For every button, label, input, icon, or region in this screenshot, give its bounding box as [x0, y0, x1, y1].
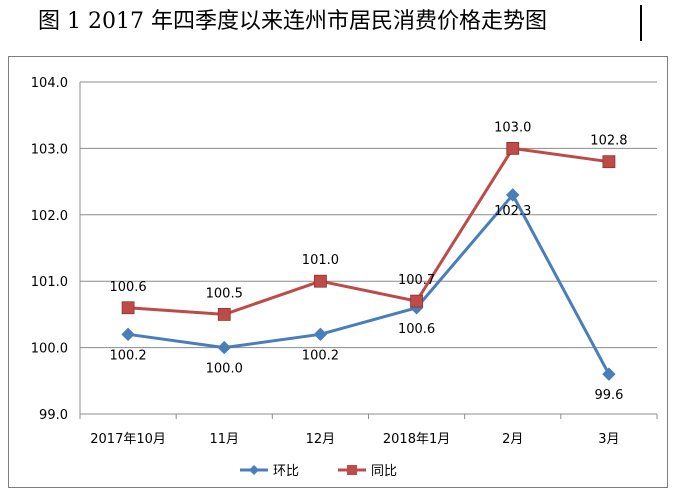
data-label: 102.8 [590, 134, 627, 149]
x-tick-label: 2018年1月 [383, 432, 450, 447]
data-label: 100.2 [109, 348, 146, 363]
data-point-square [410, 294, 423, 308]
y-tick-label: 102.0 [31, 209, 68, 224]
x-tick-label: 2017年10月 [90, 432, 166, 447]
data-label: 100.6 [398, 322, 435, 337]
data-point-square [506, 141, 520, 155]
series-line-1 [127, 193, 611, 375]
data-point-square [121, 301, 135, 315]
data-point-diamond [602, 367, 616, 381]
y-tick-label: 100.0 [31, 342, 68, 357]
data-label: 100.7 [398, 273, 435, 288]
data-label: 100.6 [109, 280, 146, 295]
data-point-diamond [313, 327, 328, 342]
chart-frame [8, 56, 668, 488]
data-label: 100.0 [206, 362, 243, 377]
data-point-square [314, 274, 327, 288]
data-label: 100.2 [302, 348, 339, 363]
x-tick-label: 12月 [306, 432, 336, 447]
legend-label-2: 同比 [371, 464, 397, 479]
data-label: 102.3 [494, 204, 531, 219]
data-point-diamond [506, 188, 520, 202]
data-point-square [602, 155, 616, 169]
legend-label-1: 环比 [273, 464, 299, 479]
data-label: 103.0 [494, 120, 531, 135]
x-tick-label: 3月 [598, 432, 619, 447]
y-tick-label: 103.0 [31, 142, 68, 157]
series-line-2 [127, 146, 610, 316]
y-tick-label: 99.0 [39, 408, 68, 423]
text-cursor [640, 5, 642, 41]
chart-title: 图 1 2017 年四季度以来连州市居民消费价格走势图 [38, 9, 547, 34]
x-tick-label: 2月 [502, 432, 523, 447]
legend-marker-diamond [249, 465, 259, 475]
data-point-square [217, 307, 231, 321]
data-label: 100.5 [206, 286, 243, 301]
data-label: 99.6 [594, 388, 623, 403]
legend-marker-square [347, 465, 357, 475]
data-point-diamond [121, 327, 135, 342]
x-tick-label: 11月 [209, 432, 239, 447]
data-point-diamond [217, 340, 231, 355]
y-tick-label: 101.0 [31, 275, 68, 290]
y-tick-label: 104.0 [31, 76, 68, 91]
data-label: 101.0 [302, 253, 339, 268]
